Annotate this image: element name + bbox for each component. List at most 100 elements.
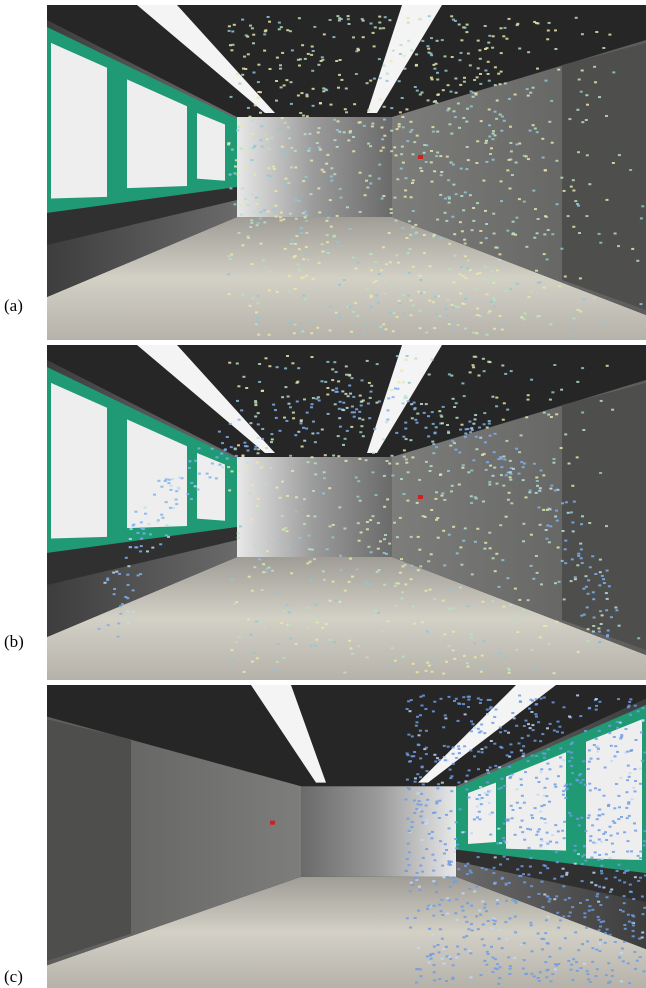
particle: [385, 552, 388, 555]
particle: [451, 752, 455, 755]
particle: [605, 928, 609, 931]
particle: [350, 377, 354, 380]
particle: [553, 968, 557, 971]
particle: [402, 312, 406, 315]
particle: [446, 897, 449, 900]
particle: [304, 219, 308, 222]
particle: [576, 650, 580, 653]
particle: [291, 362, 295, 365]
particle: [448, 861, 451, 864]
particle: [332, 454, 336, 457]
particle: [543, 752, 547, 755]
particle: [393, 196, 397, 199]
particle: [469, 633, 473, 636]
particle: [575, 969, 579, 972]
particle: [301, 330, 305, 333]
particle: [331, 379, 335, 382]
particle: [582, 298, 586, 301]
particle: [465, 920, 469, 923]
particle: [377, 611, 381, 614]
particle: [364, 580, 368, 583]
particle: [483, 547, 487, 550]
particle: [497, 937, 501, 940]
particle: [449, 161, 453, 164]
particle: [391, 330, 395, 333]
particle: [316, 432, 320, 435]
particle: [244, 34, 248, 37]
particle: [431, 952, 435, 955]
particle: [349, 130, 352, 133]
particle: [415, 981, 418, 984]
particle: [502, 455, 506, 458]
particle: [419, 815, 423, 818]
particle: [196, 488, 200, 491]
particle: [447, 899, 451, 902]
particle: [422, 151, 426, 154]
particle: [288, 624, 291, 626]
particle: [478, 702, 482, 704]
particle: [315, 142, 319, 144]
particle: [164, 534, 168, 537]
particle: [550, 141, 554, 144]
particle: [507, 97, 511, 100]
particle: [627, 801, 631, 804]
particle: [264, 357, 268, 360]
particle: [484, 441, 487, 444]
particle: [493, 958, 497, 961]
particle: [486, 769, 490, 772]
particle: [281, 528, 285, 531]
particle: [299, 227, 303, 230]
particle: [526, 94, 530, 97]
particle: [463, 745, 467, 748]
particle: [410, 735, 414, 738]
particle: [331, 580, 335, 583]
particle: [580, 614, 584, 617]
particle: [463, 76, 466, 79]
particle: [468, 64, 472, 67]
particle: [283, 416, 286, 419]
particle: [407, 700, 411, 703]
particle: [317, 146, 321, 149]
particle: [405, 108, 409, 111]
particle: [246, 449, 250, 452]
particle: [326, 252, 330, 254]
particle: [611, 162, 615, 164]
particle: [633, 790, 637, 793]
particle: [602, 794, 606, 797]
particle: [430, 834, 434, 837]
particle: [462, 936, 466, 939]
particle: [225, 436, 229, 438]
particle: [533, 127, 537, 130]
particle: [545, 258, 549, 261]
particle: [504, 372, 508, 375]
particle: [431, 710, 435, 713]
particle: [405, 396, 409, 399]
particle: [518, 47, 522, 50]
particle: [418, 18, 422, 20]
particle: [454, 402, 458, 405]
particle: [436, 944, 440, 946]
particle: [427, 15, 431, 18]
particle: [559, 919, 562, 922]
particle: [378, 27, 382, 30]
particle: [536, 932, 540, 935]
particle: [616, 750, 619, 753]
particle: [482, 423, 486, 426]
particle: [456, 719, 460, 722]
particle: [613, 941, 617, 943]
particle: [406, 471, 410, 474]
particle: [561, 829, 565, 832]
particle: [106, 624, 110, 627]
particle: [352, 136, 355, 138]
particle: [461, 464, 465, 467]
particle: [461, 831, 465, 834]
particle: [520, 944, 524, 947]
particle: [409, 196, 413, 199]
particle: [440, 171, 444, 173]
particle: [444, 945, 448, 948]
particle: [334, 390, 338, 393]
particle: [409, 130, 413, 133]
particle: [482, 500, 485, 503]
particle: [509, 604, 513, 607]
particle: [263, 49, 267, 52]
